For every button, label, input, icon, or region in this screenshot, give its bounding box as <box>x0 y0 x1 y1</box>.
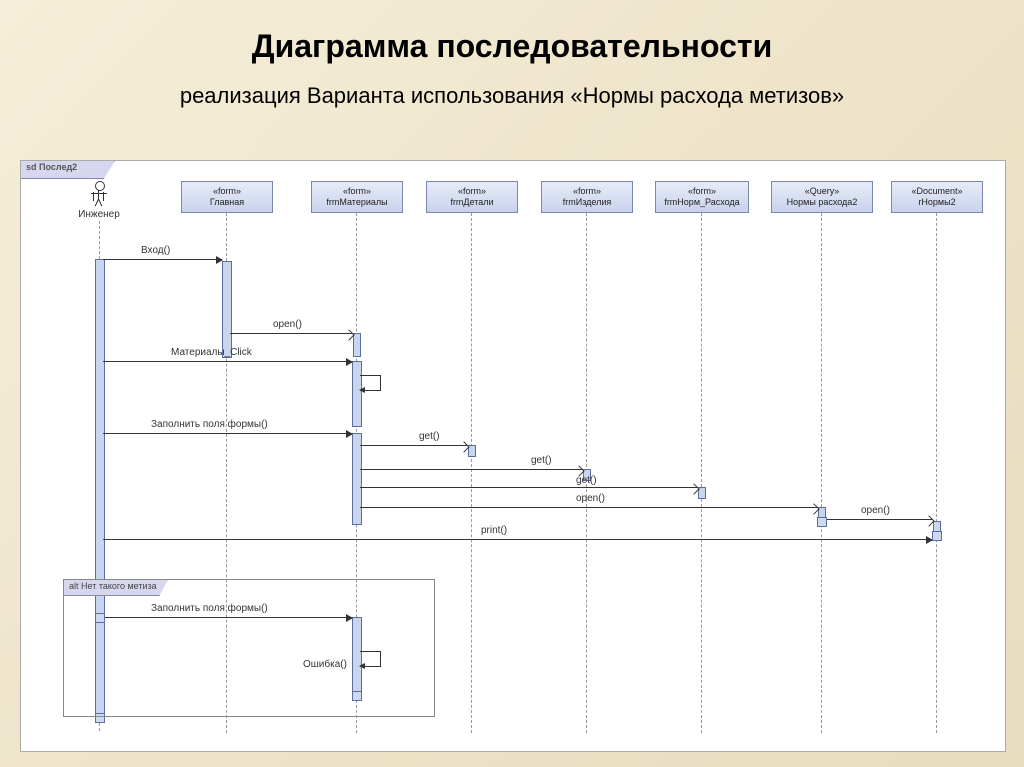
lifeline-box-query: «Query»Нормы расхода2 <box>771 181 873 213</box>
exec-spec-2 <box>817 517 827 527</box>
page-subtitle: реализация Варианта использования «Нормы… <box>0 65 1024 109</box>
message-label-7: open() <box>576 493 605 504</box>
message-arrow-9 <box>103 539 932 540</box>
sequence-diagram-frame: sd Послед2 Инженер «form»Главная «form»fr… <box>20 160 1006 752</box>
activation-mat-4 <box>352 433 362 525</box>
alt-fragment: alt Нет такого метиза <box>63 579 435 717</box>
message-label-3: Заполнить поля формы() <box>151 419 268 430</box>
message-label-8: open() <box>861 505 890 516</box>
lifeline-det <box>471 213 472 733</box>
exec-spec-1 <box>932 531 942 541</box>
page-title: Диаграмма последовательности <box>0 0 1024 65</box>
lifeline-box-izd: «form»frmИзделия <box>541 181 633 213</box>
lifeline-box-mat: «form»frmМатериалы <box>311 181 403 213</box>
message-arrow-7 <box>360 507 817 508</box>
message-arrow-4 <box>360 445 467 446</box>
activation-main-1 <box>222 261 232 358</box>
activation-mat-3 <box>352 361 362 427</box>
lifeline-norm <box>701 213 702 733</box>
lifeline-box-norm: «form»frmНорм_Расхода <box>655 181 749 213</box>
message-arrow-5 <box>360 469 582 470</box>
self-message-0 <box>360 375 381 391</box>
actor-icon <box>92 181 106 209</box>
message-label-5: get() <box>531 455 552 466</box>
lifeline-box-doc: «Document»rНормы2 <box>891 181 983 213</box>
message-label-4: get() <box>419 431 440 442</box>
message-label-0: Вход() <box>141 245 170 256</box>
message-arrow-6 <box>360 487 697 488</box>
message-label-6: get() <box>576 475 597 486</box>
lifeline-box-det: «form»frmДетали <box>426 181 518 213</box>
message-label-2: Материалы_Click <box>171 347 252 358</box>
message-label-9: print() <box>481 525 507 536</box>
frame-label: sd Послед2 <box>21 161 115 179</box>
message-arrow-1 <box>230 333 352 334</box>
actor-engineer: Инженер <box>74 181 124 220</box>
message-arrow-0 <box>103 259 222 260</box>
message-arrow-8 <box>825 519 932 520</box>
actor-label: Инженер <box>74 209 124 220</box>
message-label-1: open() <box>273 319 302 330</box>
lifeline-doc <box>936 213 937 733</box>
lifeline-box-main: «form»Главная <box>181 181 273 213</box>
lifeline-query <box>821 213 822 733</box>
message-arrow-2 <box>103 361 352 362</box>
message-arrow-3 <box>103 433 352 434</box>
activation-mat-2 <box>353 333 361 357</box>
alt-fragment-label: alt Нет такого метиза <box>64 580 168 596</box>
